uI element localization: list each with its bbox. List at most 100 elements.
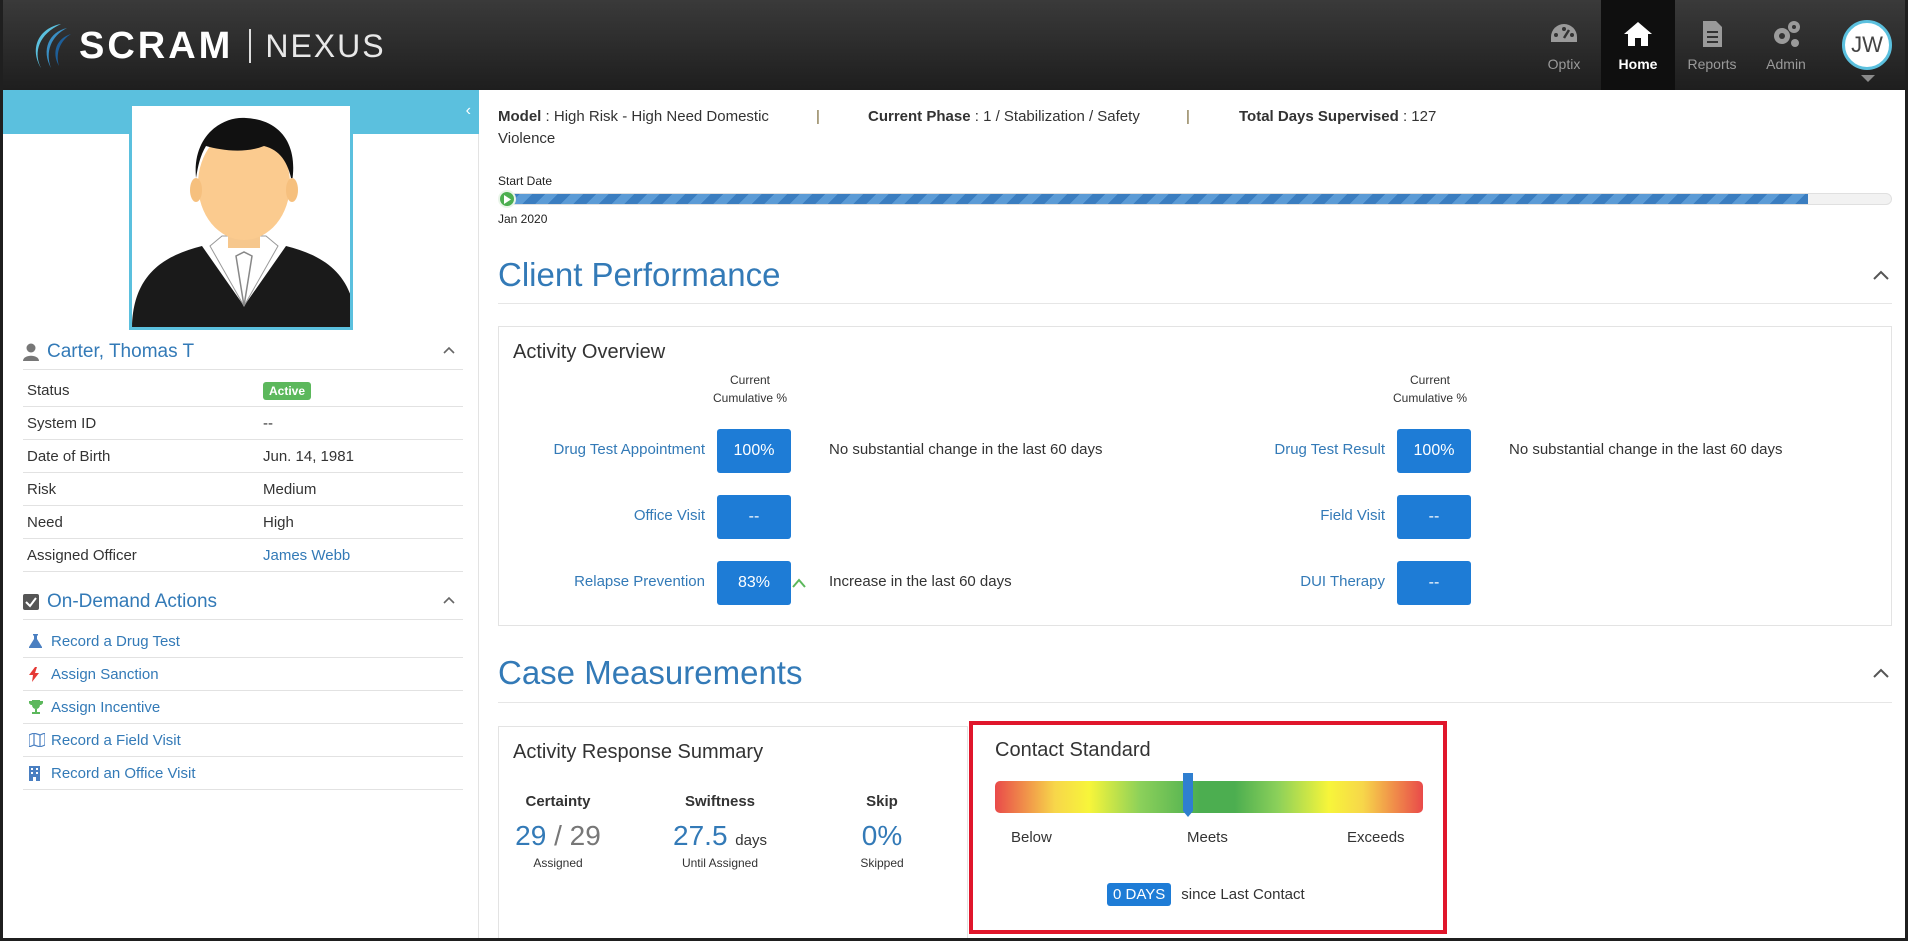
section-divider	[498, 303, 1892, 304]
activity-value[interactable]: --	[1397, 495, 1471, 539]
ars-skip-sub: Skipped	[860, 856, 904, 870]
gauge-label-exceeds: Exceeds	[1347, 829, 1405, 846]
ars-certainty-value: 29 / 29	[493, 820, 623, 852]
trend-up-icon	[792, 578, 806, 588]
trophy-icon	[29, 700, 43, 714]
contact-standard-panel: Contact Standard Below Meets Exceeds 0 D…	[969, 721, 1447, 934]
ars-certainty-sub: Assigned	[533, 856, 583, 870]
activity-drug-test-appointment[interactable]: Drug Test Appointment	[553, 441, 705, 458]
client-name-header[interactable]: Carter, Thomas T	[23, 334, 463, 370]
action-record-field-visit[interactable]: Record a Field Visit	[23, 724, 463, 757]
model-info: Model : High Risk - High Need Domestic V…	[498, 108, 769, 147]
nav-home[interactable]: Home	[1601, 0, 1675, 90]
info-value: Medium	[263, 480, 317, 498]
activity-dui-therapy[interactable]: DUI Therapy	[1300, 573, 1385, 590]
activity-office-visit[interactable]: Office Visit	[633, 507, 705, 524]
gauge-label-below: Below	[1011, 829, 1052, 846]
activity-value[interactable]: --	[717, 495, 791, 539]
status-badge: Active	[263, 381, 312, 400]
swiftness-number: 27.5	[673, 820, 728, 851]
user-avatar[interactable]: JW	[1842, 20, 1892, 70]
activity-value[interactable]: --	[1397, 561, 1471, 605]
chevron-down-icon	[1861, 75, 1875, 82]
days-value: 127	[1411, 108, 1437, 125]
user-icon	[23, 343, 39, 361]
nav-admin-label: Admin	[1766, 56, 1806, 72]
chevron-up-icon[interactable]	[1872, 266, 1890, 284]
logo-scram-text: SCRAM	[79, 24, 234, 67]
action-label: Record a Field Visit	[51, 731, 181, 749]
gears-icon	[1774, 21, 1800, 47]
info-row-dob: Date of Birth Jun. 14, 1981	[23, 440, 463, 473]
action-assign-incentive[interactable]: Assign Incentive	[23, 691, 463, 724]
client-photo	[129, 106, 353, 330]
nav-admin[interactable]: Admin	[1749, 0, 1823, 90]
supervision-timeline: Start Date Jan 2020	[498, 174, 1892, 226]
chevron-up-icon[interactable]	[443, 344, 455, 356]
action-label: Record a Drug Test	[51, 632, 180, 650]
actions-title: On-Demand Actions	[47, 590, 218, 612]
lightning-icon	[29, 666, 39, 682]
info-label: Date of Birth	[27, 447, 111, 465]
document-icon	[1703, 21, 1722, 47]
days-supervised-info: Total Days Supervised : 127	[1239, 108, 1437, 125]
ars-skip-head: Skip	[866, 793, 898, 810]
ars-swiftness-value: 27.5 days	[655, 820, 785, 852]
gauge-label-meets: Meets	[1187, 829, 1228, 846]
days-badge: 0 DAYS	[1107, 883, 1172, 906]
action-record-office-visit[interactable]: Record an Office Visit	[23, 757, 463, 790]
info-value: --	[263, 414, 273, 432]
building-icon	[29, 765, 40, 781]
certainty-numerator: 29	[515, 820, 547, 851]
chevron-up-icon[interactable]	[1872, 664, 1890, 682]
activity-note: No substantial change in the last 60 day…	[1509, 441, 1783, 458]
info-label: Risk	[27, 480, 57, 498]
activity-relapse-prevention[interactable]: Relapse Prevention	[574, 573, 705, 590]
play-icon	[498, 190, 516, 208]
on-demand-actions: Record a Drug Test Assign Sanction Assig…	[23, 625, 463, 790]
activity-field-visit[interactable]: Field Visit	[1320, 507, 1385, 524]
assigned-officer-link[interactable]: James Webb	[263, 546, 351, 564]
info-row-officer: Assigned Officer James Webb	[23, 539, 463, 572]
activity-value[interactable]: 100%	[1397, 429, 1471, 473]
activity-value[interactable]: 83%	[717, 561, 791, 605]
divider: |	[816, 108, 820, 125]
collapse-sidebar-icon[interactable]: ‹	[465, 102, 471, 119]
ars-swiftness-sub: Until Assigned	[681, 856, 759, 870]
timeline-progress-fill	[507, 194, 1808, 204]
phase-info: Current Phase : 1 / Stabilization / Safe…	[868, 108, 1140, 125]
model-label: Model	[498, 108, 542, 125]
ars-swiftness: Swiftness 27.5 days Until Assigned	[655, 793, 785, 870]
info-row-risk: Risk Medium	[23, 473, 463, 506]
scram-nexus-logo[interactable]: SCRAM NEXUS	[21, 18, 386, 74]
on-demand-actions-header[interactable]: On-Demand Actions	[23, 584, 463, 620]
ars-certainty-head: Certainty	[525, 793, 591, 810]
info-row-status: Status Active	[23, 374, 463, 407]
days-text: since Last Contact	[1181, 886, 1305, 903]
certainty-slash: /	[554, 820, 562, 851]
logo-swirl-icon	[35, 24, 71, 68]
home-icon	[1624, 22, 1652, 46]
client-performance-title: Client Performance	[498, 256, 781, 293]
chevron-up-icon[interactable]	[443, 594, 455, 606]
action-record-drug-test[interactable]: Record a Drug Test	[23, 625, 463, 658]
top-nav: Optix Home Reports Admin JW	[1527, 0, 1905, 90]
divider: |	[1186, 108, 1190, 125]
action-assign-sanction[interactable]: Assign Sanction	[23, 658, 463, 691]
nav-optix[interactable]: Optix	[1527, 0, 1601, 90]
flask-icon	[29, 634, 42, 648]
timeline-start-label: Start Date	[498, 174, 553, 188]
activity-drug-test-result[interactable]: Drug Test Result	[1274, 441, 1385, 458]
swiftness-unit: days	[735, 832, 767, 849]
ars-skip: Skip 0% Skipped	[817, 793, 947, 870]
info-label: Assigned Officer	[27, 546, 137, 564]
nav-reports-label: Reports	[1687, 56, 1737, 72]
info-value: High	[263, 513, 294, 531]
client-sidebar: ‹ Carter, Thomas T Status Active	[3, 90, 479, 938]
user-menu[interactable]: JW	[1823, 0, 1905, 90]
dashboard-icon	[1551, 24, 1577, 42]
logo-divider	[249, 29, 252, 63]
activity-value[interactable]: 100%	[717, 429, 791, 473]
nav-reports[interactable]: Reports	[1675, 0, 1749, 90]
